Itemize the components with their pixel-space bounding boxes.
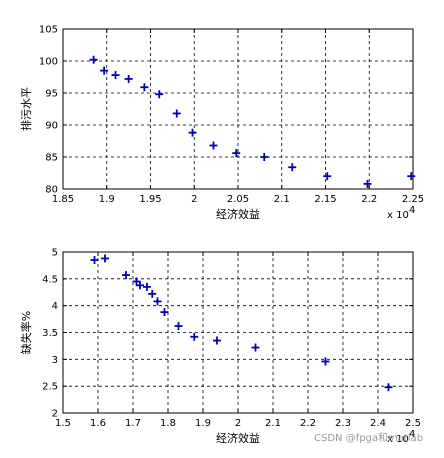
data-point: [251, 343, 260, 352]
y-tick-label: 2: [52, 409, 58, 420]
x-tick-label: 2.2: [300, 418, 316, 429]
y-tick-label: 90: [45, 121, 58, 132]
plot-frame: [62, 28, 414, 190]
x-tick-label: 2: [235, 418, 241, 429]
data-point: [160, 308, 169, 317]
y-tick-label: 80: [45, 185, 58, 196]
y-tick-label: 4.5: [42, 274, 58, 285]
y-axis-title: 排污水平: [19, 87, 33, 131]
y-tick-label: 85: [45, 153, 58, 164]
x-tick-label: 1.7: [125, 418, 141, 429]
x-tick-label: 1.9: [99, 194, 115, 205]
data-point: [260, 153, 269, 161]
data-point: [90, 256, 99, 265]
data-point: [124, 74, 133, 83]
data-point: [101, 254, 109, 263]
y-tick-label: 2.5: [42, 382, 58, 393]
y-tick-label: 3.5: [42, 328, 58, 339]
data-point: [172, 109, 181, 118]
x-tick-label: 2.4: [370, 418, 386, 429]
data-point: [89, 55, 98, 64]
x-tick-label: 2: [191, 194, 197, 205]
data-point: [111, 71, 120, 80]
y-tick-label: 105: [39, 25, 58, 36]
data-point: [213, 336, 221, 345]
data-point: [143, 282, 151, 291]
x-axis-title: 经济效益: [216, 207, 260, 221]
data-point: [188, 128, 197, 137]
x-tick-label: 1.85: [52, 194, 74, 205]
x-exponent-power: 4: [409, 429, 415, 440]
x-tick-label: 1.6: [90, 418, 106, 429]
y-tick-label: 4: [52, 301, 58, 312]
data-point: [232, 149, 241, 158]
data-point: [155, 90, 164, 99]
data-point: [148, 289, 157, 298]
data-point: [288, 163, 297, 172]
x-tick-label: 2.1: [265, 418, 281, 429]
data-point: [153, 297, 162, 306]
data-point: [323, 172, 332, 181]
x-tick-label: 2.1: [274, 194, 290, 205]
x-exponent-power: 4: [409, 205, 415, 216]
y-tick-label: 95: [45, 89, 58, 100]
data-point: [174, 322, 183, 331]
data-point: [363, 179, 372, 188]
x-tick-label: 2.25: [402, 194, 424, 205]
y-tick-label: 3: [52, 355, 58, 366]
data-point: [122, 271, 130, 280]
data-point: [407, 172, 416, 181]
x-tick-label: 2.5: [405, 418, 421, 429]
x-tick-label: 2.15: [314, 194, 336, 205]
x-exponent-label: x 10: [387, 210, 409, 221]
top-chart: 1.85 1.9 1.95 2 2.05 2.1 2.15 2.2 2.25 80 85 90 95 10…: [19, 25, 424, 222]
x-tick-label: 1.9: [195, 418, 211, 429]
x-tick-label: 1.95: [139, 194, 161, 205]
data-point: [100, 66, 109, 75]
x-exponent-label: x 10: [387, 434, 409, 445]
x-tick-label: 2.2: [361, 194, 377, 205]
x-tick-label: 1.8: [160, 418, 176, 429]
data-point: [190, 332, 199, 341]
x-tick-label: 1.5: [55, 418, 71, 429]
plot-frame: [62, 251, 414, 414]
data-point: [209, 141, 218, 150]
watermark: CSDN @fpga和matlab: [314, 432, 423, 444]
y-axis-title: 缺失率%: [19, 311, 33, 354]
y-tick-label: 5: [52, 248, 58, 259]
data-point: [140, 83, 149, 92]
x-tick-label: 2.3: [335, 418, 351, 429]
x-axis-title: 经济效益: [216, 431, 260, 445]
bottom-chart: 1.5 1.6 1.7 1.8 1.9 2 2.1 2.2 2.3 2.4 2.5 2 2.5 3 3.5 4…: [19, 248, 421, 446]
y-tick-label: 100: [39, 57, 58, 68]
data-point: [321, 357, 330, 366]
x-tick-label: 2.05: [227, 194, 249, 205]
data-point: [136, 281, 144, 290]
data-point: [384, 383, 393, 392]
